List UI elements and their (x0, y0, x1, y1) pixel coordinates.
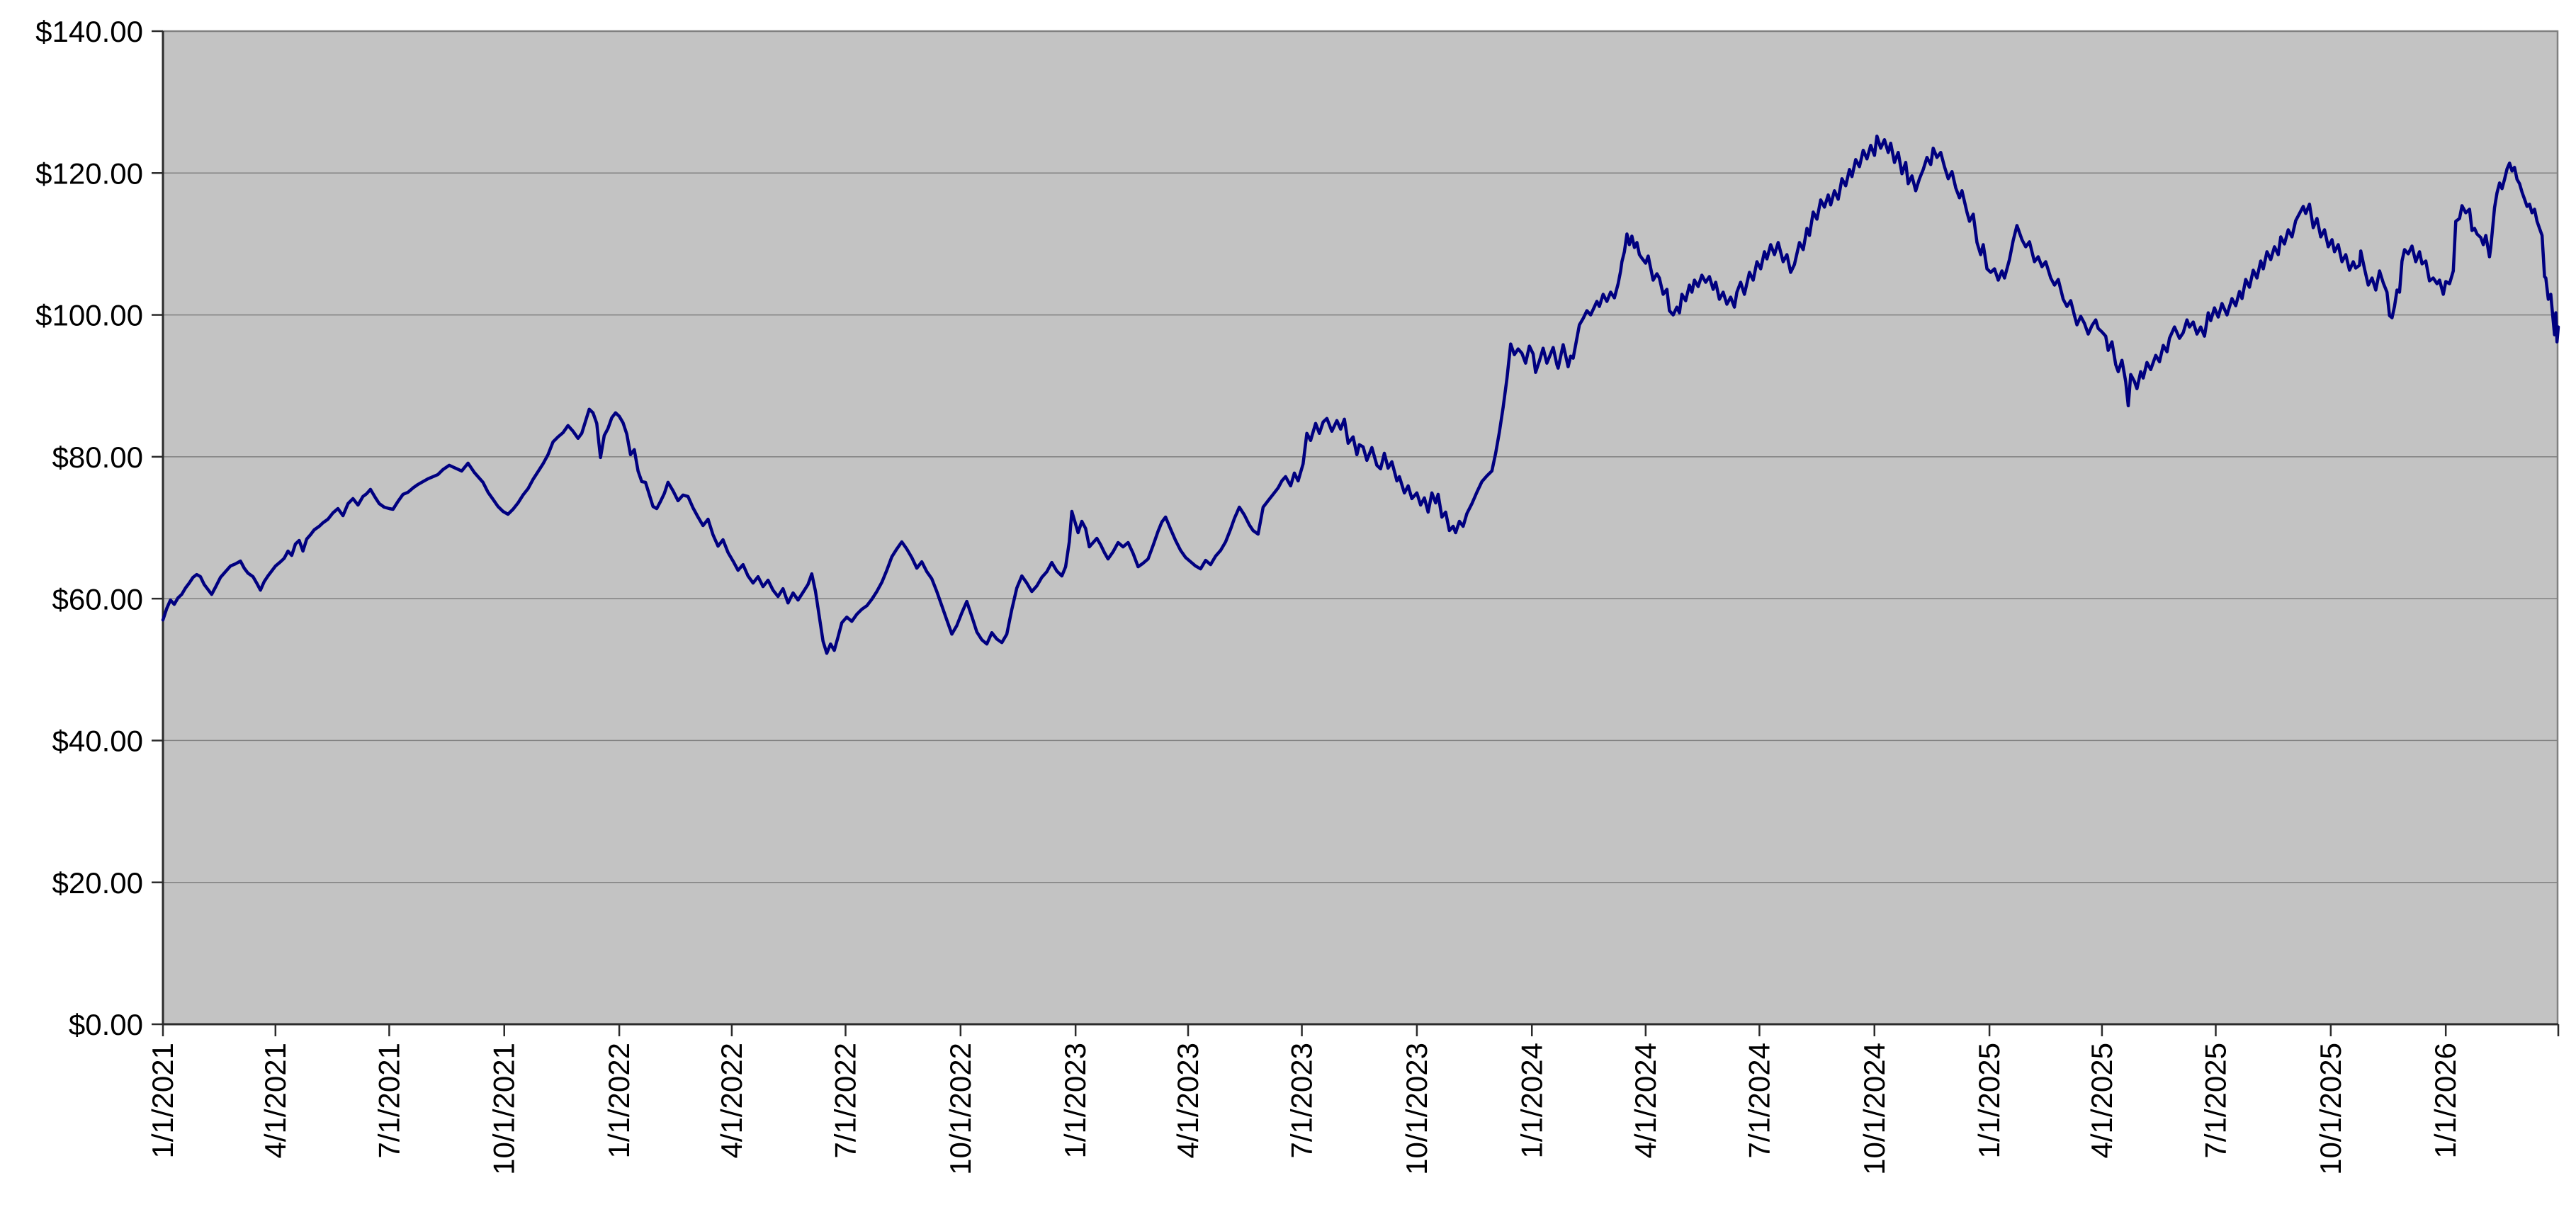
gridlines (163, 172, 2558, 883)
x-tick-label: 10/1/2025 (2314, 1043, 2347, 1175)
x-tick-label: 7/1/2023 (1285, 1043, 1318, 1159)
y-tick-label: $40.00 (52, 725, 143, 758)
x-tick-label: 10/1/2023 (1400, 1043, 1433, 1175)
x-tick-label: 7/1/2022 (828, 1043, 862, 1159)
y-axis-ticks (152, 30, 163, 1026)
y-tick-label: $60.00 (52, 582, 143, 616)
x-tick-label: 7/1/2021 (372, 1043, 405, 1159)
x-tick-label: 1/1/2026 (2429, 1043, 2462, 1159)
y-tick-label: $120.00 (35, 157, 143, 190)
x-tick-label: 1/1/2025 (1972, 1043, 2006, 1159)
y-axis-labels: $0.00 $20.00 $40.00 $60.00 $80.00 $100.00 $120… (35, 15, 143, 1041)
x-tick-label: 10/1/2021 (487, 1043, 521, 1175)
x-tick-label: 1/1/2024 (1515, 1043, 1548, 1159)
x-tick-label: 10/1/2022 (944, 1043, 977, 1175)
x-tick-label: 7/1/2024 (1742, 1043, 1775, 1159)
x-tick-label: 4/1/2024 (1629, 1043, 1662, 1159)
x-axis-labels: 1/1/2021 4/1/2021 7/1/2021 10/1/2021 1/1/202… (146, 1043, 2462, 1175)
x-tick-label: 1/1/2023 (1058, 1043, 1092, 1159)
y-tick-label: $140.00 (35, 15, 143, 48)
price-series-line (161, 134, 2560, 655)
y-tick-label: $0.00 (69, 1008, 143, 1041)
x-tick-label: 4/1/2025 (2085, 1043, 2118, 1159)
x-tick-label: 4/1/2021 (259, 1043, 292, 1159)
y-tick-label: $100.00 (35, 299, 143, 332)
x-tick-label: 10/1/2024 (1858, 1043, 1891, 1175)
x-tick-label: 4/1/2022 (715, 1043, 748, 1159)
y-tick-label: $20.00 (52, 866, 143, 900)
plot-area (163, 31, 2558, 1024)
x-tick-label: 7/1/2025 (2198, 1043, 2232, 1159)
x-axis-ticks (162, 1024, 2560, 1036)
x-tick-label: 4/1/2023 (1171, 1043, 1204, 1159)
x-tick-label: 1/1/2021 (146, 1043, 179, 1159)
y-tick-label: $80.00 (52, 441, 143, 474)
x-tick-label: 1/1/2022 (602, 1043, 635, 1159)
